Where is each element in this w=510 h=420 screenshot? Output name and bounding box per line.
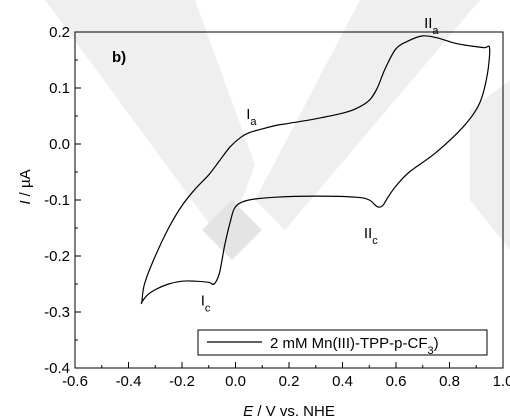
watermark-diamond xyxy=(202,200,262,260)
y-tick-label: 0.2 xyxy=(49,24,70,41)
x-tick-label: 0.4 xyxy=(332,373,353,390)
y-tick-label: -0.3 xyxy=(44,304,70,321)
watermark-shape-right xyxy=(255,0,480,230)
x-tick-label: -0.6 xyxy=(62,373,88,390)
peak-label: Ia xyxy=(246,106,257,128)
legend-label-subscript: 3 xyxy=(428,345,434,357)
plot-frame xyxy=(74,31,504,369)
peak-label: Ic xyxy=(201,292,211,314)
x-tick-label: -0.2 xyxy=(169,373,195,390)
y-tick-label: -0.1 xyxy=(44,192,70,209)
y-tick-label: 0.1 xyxy=(49,80,70,97)
x-tick-label: 1.0 xyxy=(493,373,510,390)
y-tick-label: 0.0 xyxy=(49,136,70,153)
series-layer xyxy=(140,35,491,305)
x-tick-label: -0.4 xyxy=(116,373,142,390)
legend-label-close: ) xyxy=(434,335,439,352)
x-tick-label: 0.6 xyxy=(386,373,407,390)
panel-label: b) xyxy=(112,49,126,66)
peak-label: IIc xyxy=(364,225,378,247)
cv-curve xyxy=(140,35,491,305)
y-axis-symbol: I xyxy=(17,200,34,204)
watermark-shape-edge xyxy=(470,80,510,250)
x-axis-title: E / V vs. NHE xyxy=(243,403,335,420)
y-axis-title: I / µA xyxy=(17,169,34,204)
x-axis-symbol: E xyxy=(243,403,254,420)
x-tick-label: 0.2 xyxy=(279,373,300,390)
peak-annotations: IIa Ia IIc Ic xyxy=(201,15,440,314)
legend: 2 mM Mn(III)-TPP-p-CF3) xyxy=(197,329,488,357)
x-tick-label: 0.8 xyxy=(439,373,460,390)
y-axis-unit: / µA xyxy=(17,169,34,200)
y-tick-label: -0.4 xyxy=(44,360,70,377)
legend-entry-label: 2 mM Mn(III)-TPP-p-CF3) xyxy=(270,335,439,357)
x-axis-unit: / V vs. NHE xyxy=(253,403,335,420)
x-tick-labels: -0.6 -0.4 -0.2 0.0 0.2 0.4 0.6 0.8 1.0 xyxy=(62,373,510,390)
axis-ticks xyxy=(74,31,504,369)
watermark-shape-left xyxy=(45,0,255,245)
peak-label: IIa xyxy=(424,15,439,37)
x-tick-label: 0.0 xyxy=(225,373,246,390)
y-tick-label: -0.2 xyxy=(44,248,70,265)
legend-label-main: 2 mM Mn(III)-TPP-p-CF xyxy=(270,335,428,352)
y-tick-labels: 0.2 0.1 0.0 -0.1 -0.2 -0.3 -0.4 xyxy=(44,24,70,377)
